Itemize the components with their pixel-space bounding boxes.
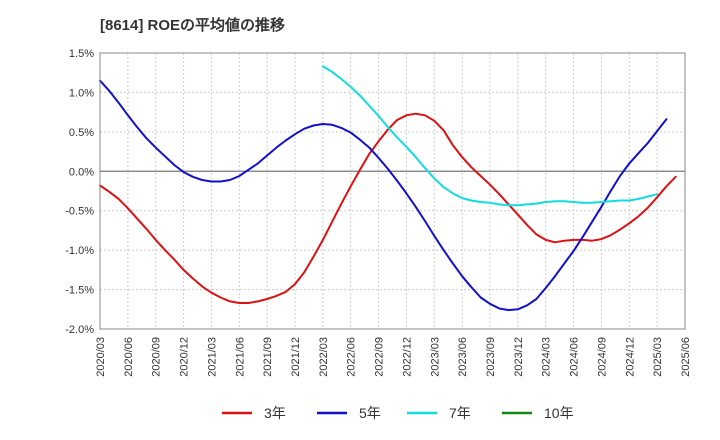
y-tick-label: -2.0% <box>65 324 94 336</box>
y-tick-label: 1.5% <box>69 48 94 60</box>
x-axis-ticks: 2020/03 2020/06 2020/09 2020/12 2021/03 2021/… <box>95 337 692 377</box>
y-tick-label: -1.5% <box>65 285 94 297</box>
y-tick-label: 0.0% <box>69 166 94 178</box>
legend-label-4: 10年 <box>544 405 574 421</box>
plot-frame <box>99 52 686 330</box>
x-tick-label: 2024/12 <box>624 337 636 377</box>
x-tick-label: 2024/03 <box>541 337 553 377</box>
x-tick-label: 2024/09 <box>596 337 608 377</box>
x-tick-label: 2021/06 <box>234 337 246 377</box>
x-tick-label: 2020/09 <box>151 337 163 377</box>
x-tick-label: 2025/03 <box>652 337 664 377</box>
x-tick-label: 2020/12 <box>179 337 191 377</box>
x-tick-label: 2021/09 <box>262 337 274 377</box>
x-tick-label: 2022/03 <box>318 337 330 377</box>
y-tick-label: -1.0% <box>65 245 94 257</box>
x-tick-label: 2023/06 <box>457 337 469 377</box>
x-tick-label: 2023/03 <box>429 337 441 377</box>
y-tick-label: 1.0% <box>69 87 94 99</box>
y-tick-label: -0.5% <box>65 206 94 218</box>
series-line-2 <box>99 79 668 312</box>
x-tick-label: 2024/06 <box>569 337 581 377</box>
legend-label-3: 7年 <box>449 405 471 421</box>
x-tick-label: 2020/06 <box>123 337 135 377</box>
grid-layer <box>99 52 686 330</box>
series-line-1 <box>99 112 677 304</box>
series-layer <box>99 65 677 312</box>
y-axis-ticks: 1.5% 1.0% 0.5% 0.0% -0.5% -1.0% -1.5% -2.0% <box>65 48 94 336</box>
series-line-3 <box>321 65 659 207</box>
x-tick-label: 2022/09 <box>374 337 386 377</box>
chart-title: [8614] ROEの平均値の推移 <box>100 17 286 34</box>
x-tick-label: 2023/09 <box>485 337 497 377</box>
y-tick-label: 0.5% <box>69 127 94 139</box>
legend: 3年 5年 7年 10年 <box>222 405 574 421</box>
legend-label-1: 3年 <box>264 405 286 421</box>
x-tick-label: 2023/12 <box>513 337 525 377</box>
x-tick-label: 2022/06 <box>346 337 358 377</box>
x-tick-label: 2022/12 <box>401 337 413 377</box>
x-tick-label: 2025/06 <box>680 337 692 377</box>
x-tick-label: 2020/03 <box>95 337 107 377</box>
x-tick-label: 2021/12 <box>290 337 302 377</box>
x-tick-label: 2021/03 <box>206 337 218 377</box>
legend-label-2: 5年 <box>359 405 381 421</box>
